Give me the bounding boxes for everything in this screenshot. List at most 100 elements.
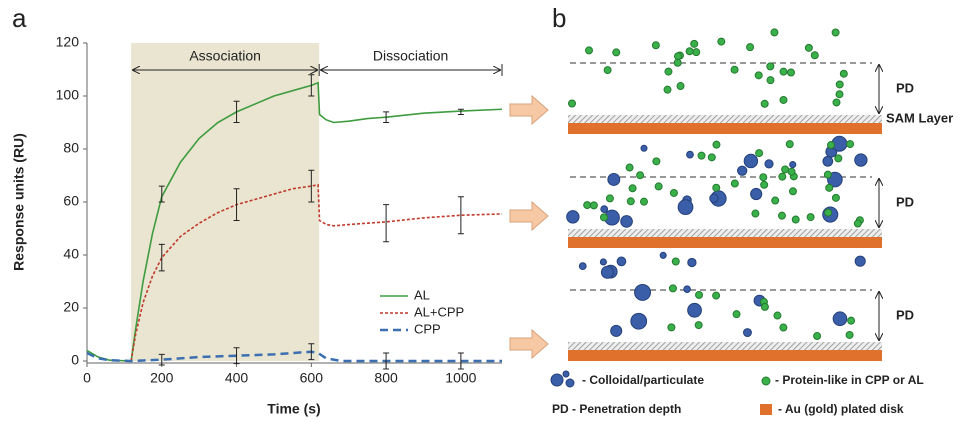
- particle-colloid: [709, 193, 719, 204]
- particle-colloid: [610, 324, 623, 337]
- particle-colloid: [822, 155, 834, 167]
- error-bar: [308, 343, 315, 361]
- error-bar: [383, 352, 390, 370]
- series-line: [130, 183, 503, 362]
- particle-protein: [612, 48, 621, 57]
- sam-layer: [568, 342, 882, 350]
- y-tick-label: 20: [63, 299, 79, 315]
- particle-protein: [766, 76, 775, 85]
- particle-protein: [831, 28, 840, 37]
- y-tick-label: 60: [63, 193, 79, 209]
- phase-label: Dissociation: [373, 48, 448, 64]
- particle-protein: [690, 39, 699, 48]
- particle-protein: [652, 157, 661, 166]
- particle-protein: [834, 154, 843, 163]
- particle-protein: [636, 171, 645, 180]
- particle-protein: [751, 209, 760, 218]
- particle-protein: [654, 182, 663, 191]
- particle-protein: [810, 51, 819, 60]
- particle-protein: [778, 172, 787, 181]
- particle-protein: [813, 332, 822, 341]
- legend-disk: [760, 404, 772, 415]
- particle-protein: [628, 184, 637, 193]
- x-axis-label: Time (s): [267, 401, 320, 417]
- phase-label: Association: [189, 48, 261, 64]
- error-bar: [457, 352, 464, 370]
- legend-text: - Protein-like in CPP or AL: [775, 373, 924, 387]
- y-tick-label: 40: [63, 246, 79, 262]
- particle-colloid: [854, 153, 868, 167]
- legend-text: - Au (gold) plated disk: [778, 402, 904, 416]
- panel-label: b: [552, 3, 566, 33]
- particle-protein: [664, 67, 673, 76]
- error-bar: [233, 100, 240, 123]
- sam-layer: [568, 229, 882, 237]
- particle-protein: [835, 90, 844, 99]
- legend-protein: [761, 376, 771, 386]
- particle-protein: [832, 98, 841, 107]
- legend-colloid: [550, 373, 564, 387]
- y-tick-label: 0: [71, 352, 79, 368]
- particle-colloid: [686, 150, 694, 159]
- particle-protein: [746, 43, 755, 52]
- particle-protein: [846, 140, 855, 149]
- particle-protein: [692, 48, 701, 57]
- error-bar: [233, 347, 240, 365]
- particle-colloid: [600, 205, 609, 214]
- y-tick-label: 80: [63, 140, 79, 156]
- particle-protein: [759, 173, 768, 182]
- error-bar: [158, 185, 165, 203]
- particle-colloid: [616, 256, 627, 267]
- particle-protein: [766, 62, 775, 71]
- particle-protein: [760, 99, 769, 108]
- particle-protein: [825, 183, 834, 192]
- particle-colloid: [764, 159, 774, 169]
- particle-protein: [770, 28, 779, 37]
- legend-label: CPP: [414, 321, 441, 336]
- particle-protein: [583, 201, 592, 210]
- x-tick-label: 800: [374, 370, 398, 386]
- particle-colloid: [640, 144, 648, 152]
- particle-protein: [599, 213, 608, 222]
- particle-protein: [712, 291, 721, 300]
- error-bar: [158, 243, 165, 272]
- particle-protein: [760, 302, 769, 311]
- particle-protein: [839, 69, 848, 78]
- particle-colloid: [566, 210, 580, 224]
- particle-colloid: [743, 153, 759, 169]
- particle-colloid: [737, 165, 748, 176]
- particle-colloid: [630, 312, 648, 330]
- depth-label: PD: [896, 80, 914, 95]
- particle-protein: [847, 316, 856, 325]
- particle-colloid: [750, 187, 763, 201]
- particle-protein: [788, 187, 797, 196]
- particle-colloid: [687, 302, 702, 318]
- legend-text: PD - Penetration depth: [552, 402, 681, 416]
- particle-colloid: [578, 262, 587, 271]
- panel-arrows: [509, 94, 549, 360]
- particle-protein: [732, 310, 741, 319]
- gold-disk: [568, 350, 882, 361]
- particle-protein: [603, 66, 612, 75]
- particle-colloid: [854, 255, 866, 267]
- legend-text: - Colloidal/particulate: [582, 373, 704, 387]
- particle-protein: [824, 208, 833, 217]
- particle-protein: [755, 149, 764, 158]
- x-tick-label: 0: [83, 370, 91, 386]
- particle-protein: [605, 194, 614, 203]
- legend-colloid: [565, 378, 575, 388]
- particle-protein: [639, 197, 648, 206]
- particle-protein: [773, 311, 782, 320]
- particle-protein: [853, 219, 862, 228]
- particle-protein: [712, 140, 721, 149]
- particle-protein: [779, 67, 788, 76]
- series-line: [86, 350, 502, 363]
- particle-protein: [781, 165, 790, 174]
- particle-protein: [779, 95, 788, 104]
- y-axis-label: Response units (RU): [11, 133, 27, 271]
- particle-colloid: [659, 251, 667, 259]
- gold-disk: [568, 123, 882, 134]
- particle-protein: [717, 37, 726, 46]
- particle-protein: [787, 167, 796, 176]
- particle-protein: [826, 141, 835, 150]
